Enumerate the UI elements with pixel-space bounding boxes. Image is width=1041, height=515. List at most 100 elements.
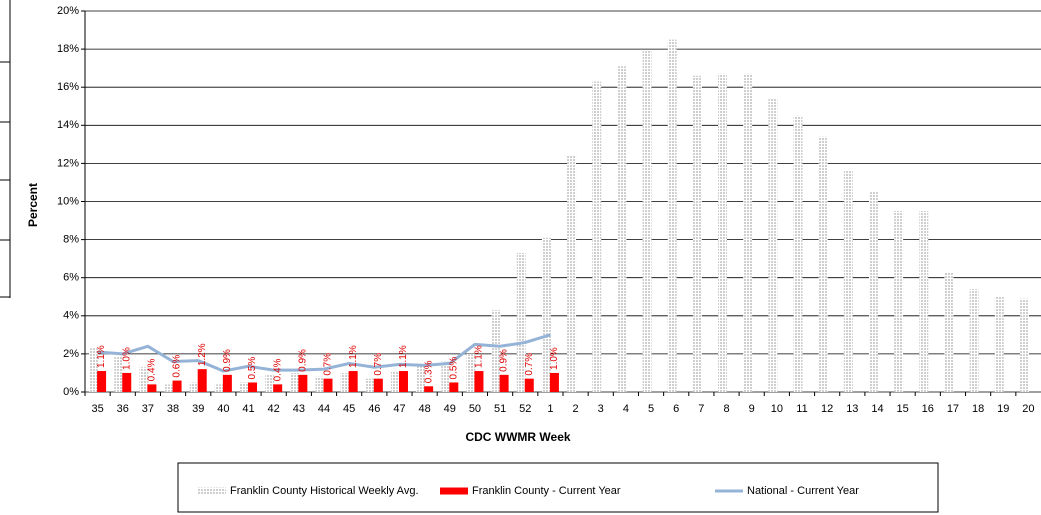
x-tick-label: 36 xyxy=(117,403,129,415)
x-axis-label: CDC WWMR Week xyxy=(465,430,570,444)
y-tick-label: 6% xyxy=(63,272,79,284)
bar xyxy=(273,384,283,392)
x-tick-label: 2 xyxy=(573,403,579,415)
x-tick-label: 45 xyxy=(343,403,355,415)
bar xyxy=(549,372,559,392)
bar xyxy=(365,378,375,392)
x-tick-label: 48 xyxy=(419,403,431,415)
x-tick-label: 18 xyxy=(972,403,984,415)
x-tick-label: 6 xyxy=(673,403,679,415)
bar xyxy=(944,271,954,392)
bar xyxy=(793,115,803,393)
value-label: 0.7% xyxy=(323,353,334,376)
y-tick-label: 8% xyxy=(63,234,79,246)
bar xyxy=(1019,298,1029,392)
value-label: 0.9% xyxy=(499,349,510,372)
x-tick-label: 11 xyxy=(796,403,807,415)
bar xyxy=(449,382,459,392)
y-tick-label: 12% xyxy=(57,157,79,169)
x-tick-label: 41 xyxy=(242,403,254,415)
bar xyxy=(248,382,258,392)
bar xyxy=(994,296,1004,392)
bar xyxy=(541,237,551,392)
value-label: 0.3% xyxy=(423,360,434,383)
bar xyxy=(298,374,308,392)
x-tick-label: 42 xyxy=(268,403,280,415)
y-tick-label: 10% xyxy=(57,195,79,207)
value-label: 0.9% xyxy=(222,349,233,372)
value-label: 1.1% xyxy=(348,345,359,368)
value-label: 0.9% xyxy=(297,349,308,372)
value-label: 0.4% xyxy=(147,358,158,381)
bar xyxy=(499,374,509,392)
value-label: 0.4% xyxy=(272,358,283,381)
bar xyxy=(97,371,107,392)
value-label: 0.7% xyxy=(373,353,384,376)
value-label: 0.6% xyxy=(172,355,183,378)
bar xyxy=(189,382,199,392)
bar xyxy=(919,211,929,392)
x-tick-label: 5 xyxy=(648,403,654,415)
cut-off-panel xyxy=(0,0,11,298)
bar xyxy=(222,374,232,392)
bar xyxy=(516,252,526,392)
x-tick-label: 43 xyxy=(293,403,305,415)
bar xyxy=(768,98,778,392)
bar xyxy=(718,73,728,393)
value-label: 0.5% xyxy=(247,357,258,380)
bar xyxy=(265,374,275,392)
x-tick-label: 7 xyxy=(698,403,704,415)
legend-swatch xyxy=(198,487,226,495)
value-label: 1.1% xyxy=(398,345,409,368)
bar xyxy=(743,73,753,393)
value-label: 1.0% xyxy=(549,347,560,370)
x-tick-label: 37 xyxy=(142,403,154,415)
bar xyxy=(398,371,408,392)
legend-label: National - Current Year xyxy=(747,485,859,497)
bar xyxy=(172,380,182,392)
line xyxy=(97,333,551,373)
bar xyxy=(164,384,174,392)
bar xyxy=(617,66,627,393)
y-tick-label: 2% xyxy=(63,348,79,360)
value-label: 1.1% xyxy=(474,345,485,368)
bar xyxy=(340,372,350,392)
bar xyxy=(524,378,534,392)
x-tick-label: 15 xyxy=(897,403,909,415)
bar xyxy=(491,310,501,392)
legend-swatch xyxy=(440,487,468,495)
bar xyxy=(642,51,652,392)
bar xyxy=(373,378,383,392)
bar xyxy=(818,136,828,392)
value-label: 1.0% xyxy=(121,347,132,370)
bar xyxy=(290,372,300,392)
bar xyxy=(390,371,400,392)
legend-label: Franklin County - Current Year xyxy=(472,485,621,497)
x-tick-label: 39 xyxy=(192,403,204,415)
x-tick-label: 12 xyxy=(821,403,833,415)
bar xyxy=(323,378,333,392)
y-tick-label: 20% xyxy=(57,5,79,17)
bar xyxy=(416,365,426,392)
x-tick-label: 40 xyxy=(217,403,229,415)
x-tick-label: 52 xyxy=(519,403,531,415)
bar xyxy=(139,367,149,392)
value-label: 1.2% xyxy=(197,343,208,366)
legend-box xyxy=(177,462,939,513)
x-tick-label: 10 xyxy=(771,403,783,415)
bar xyxy=(843,171,853,392)
bar xyxy=(868,191,878,392)
bar xyxy=(474,371,484,392)
bar xyxy=(114,355,124,392)
x-tick-label: 3 xyxy=(598,403,604,415)
bar xyxy=(969,289,979,392)
x-tick-label: 35 xyxy=(91,403,103,415)
x-tick-label: 51 xyxy=(494,403,506,415)
x-tick-label: 13 xyxy=(846,403,858,415)
bar xyxy=(466,353,476,392)
x-tick-label: 4 xyxy=(623,403,629,415)
x-tick-label: 44 xyxy=(318,403,330,415)
x-tick-label: 14 xyxy=(871,403,883,415)
y-tick-label: 16% xyxy=(57,81,79,93)
